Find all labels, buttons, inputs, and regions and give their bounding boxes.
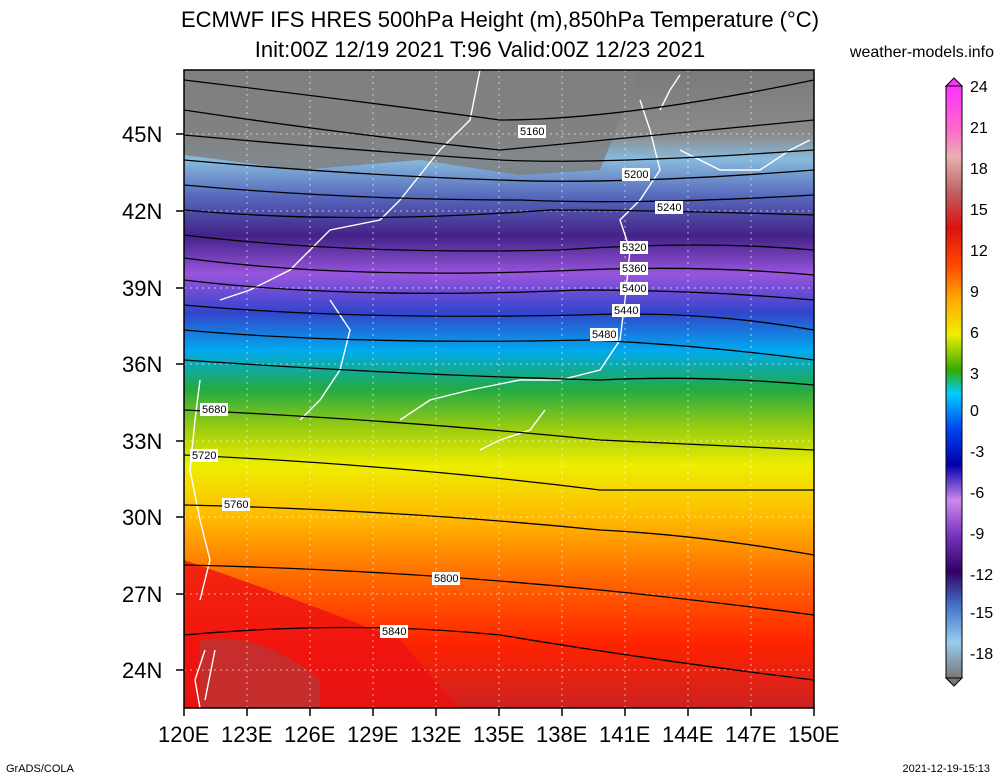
lon-label: 135E <box>473 722 525 747</box>
footer-timestamp: 2021-12-19-15:13 <box>902 763 990 775</box>
lat-label: 45N <box>122 122 163 147</box>
grid-lines <box>184 70 814 708</box>
lon-label: 120E <box>158 722 210 747</box>
contour-label: 5680 <box>202 404 226 416</box>
lon-label: 144E <box>662 722 714 747</box>
contour-label: 5720 <box>192 450 216 462</box>
contour-label: 5480 <box>592 329 616 341</box>
contour-label: 5840 <box>382 626 406 638</box>
lon-label: 126E <box>284 722 336 747</box>
colorbar-label: -6 <box>970 485 985 502</box>
footer-software: GrADS/COLA <box>6 763 74 775</box>
lon-label: 147E <box>725 722 777 747</box>
colorbar-label: 3 <box>970 366 979 383</box>
lon-label: 123E <box>221 722 273 747</box>
axis-ticks <box>176 133 815 716</box>
colorbar-label: 6 <box>970 325 979 342</box>
cold-region <box>184 70 640 175</box>
chart-subtitle: Init:00Z 12/19 2021 T:96 Valid:00Z 12/23… <box>254 37 706 62</box>
contour-label: 5360 <box>622 263 646 275</box>
lon-label: 150E <box>788 722 840 747</box>
chart-title: ECMWF IFS HRES 500hPa Height (m),850hPa … <box>180 7 820 32</box>
colorbar-label: 21 <box>970 120 988 137</box>
colorbar-label: -18 <box>970 646 994 663</box>
colorbar <box>945 85 963 679</box>
colorbar-label: -12 <box>970 567 994 584</box>
contour-label-group: 5160 5200 5240 5320 5360 5400 5440 5480 … <box>190 125 683 638</box>
contour-label: 5760 <box>224 499 248 511</box>
colorbar-label: 24 <box>970 79 988 96</box>
contour-label: 5200 <box>624 169 648 181</box>
hot-core <box>200 638 320 708</box>
height-contours <box>183 79 815 681</box>
lat-label: 24N <box>122 658 163 683</box>
lat-label: 27N <box>122 582 163 607</box>
colorbar-label: 18 <box>970 161 988 178</box>
contour-label: 5440 <box>614 305 638 317</box>
contour-label: 5400 <box>622 283 646 295</box>
lon-label: 141E <box>599 722 651 747</box>
lon-label: 138E <box>536 722 588 747</box>
contour-label: 5800 <box>434 573 458 585</box>
site-label: weather-models.info <box>849 44 994 61</box>
contour-label: 5160 <box>520 126 544 138</box>
colorbar-label: -15 <box>970 605 994 622</box>
lon-label: 132E <box>410 722 462 747</box>
lon-label: 129E <box>347 722 399 747</box>
lat-label: 42N <box>122 199 163 224</box>
colorbar-label: -9 <box>970 526 985 543</box>
contour-label: 5240 <box>657 202 681 214</box>
colorbar-bottom-arrow <box>944 677 964 687</box>
colorbar-label: 12 <box>970 243 988 260</box>
lat-label: 36N <box>122 352 163 377</box>
lat-label: 39N <box>122 276 163 301</box>
colorbar-top-arrow <box>944 77 964 87</box>
lat-label: 30N <box>122 505 163 530</box>
colorbar-label: 0 <box>970 403 979 420</box>
coastlines <box>189 69 811 709</box>
lat-label: 33N <box>122 429 163 454</box>
colorbar-label: 9 <box>970 284 979 301</box>
colorbar-label: 15 <box>970 202 988 219</box>
contour-label: 5320 <box>622 242 646 254</box>
colorbar-label: -3 <box>970 444 985 461</box>
